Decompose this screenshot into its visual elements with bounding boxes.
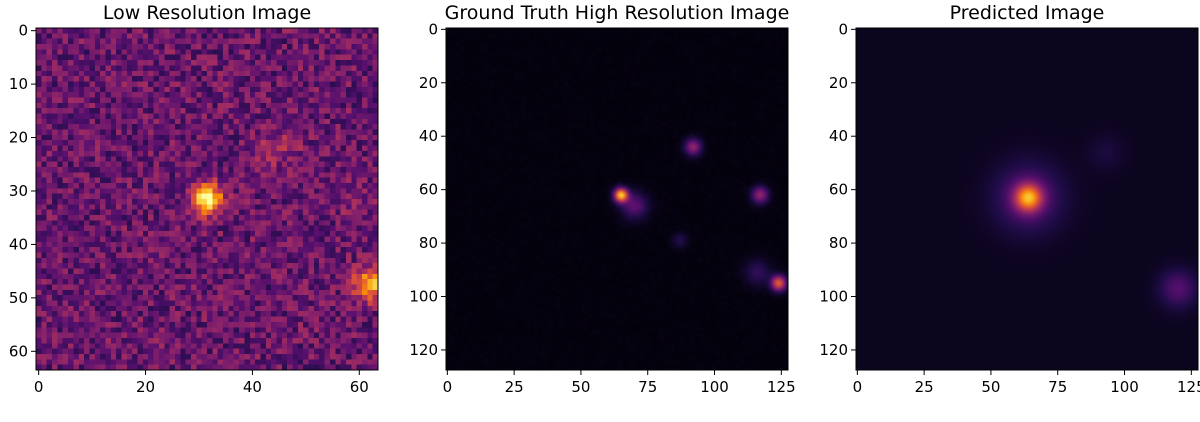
y-tick-label: 40 — [419, 127, 438, 145]
y-tick-label: 0 — [18, 22, 28, 40]
axes-frame — [35, 27, 379, 371]
x-tick-label: 0 — [443, 378, 453, 396]
axes-frame — [445, 27, 789, 371]
y-tick-label: 50 — [9, 289, 28, 307]
x-tick-label: 125 — [767, 378, 796, 396]
y-tick-label: 100 — [819, 288, 848, 306]
x-tick-label: 25 — [915, 378, 934, 396]
x-tick-label: 100 — [1110, 378, 1139, 396]
y-tick-label: 0 — [838, 20, 848, 38]
x-tick-label: 125 — [1177, 378, 1200, 396]
x-tick-label: 20 — [136, 378, 155, 396]
y-tick-label: 60 — [419, 181, 438, 199]
y-tick-label: 60 — [9, 342, 28, 360]
subplot-3: Predicted Image 0 25 50 75 100 125 0 20 40 60 80 100… — [819, 2, 1200, 396]
x-tick-label: 60 — [350, 378, 369, 396]
y-tick-label: 120 — [819, 341, 848, 359]
x-tick-label: 40 — [243, 378, 262, 396]
x-tick-label: 75 — [638, 378, 657, 396]
subplot-2: Ground Truth High Resolution Image 0 25 50 7… — [409, 2, 795, 396]
y-tick-label: 40 — [829, 127, 848, 145]
x-tick-label: 0 — [853, 378, 863, 396]
y-tick-label: 10 — [9, 75, 28, 93]
heatmap-image — [446, 28, 788, 370]
y-tick-label: 80 — [829, 234, 848, 252]
x-tick-label: 50 — [571, 378, 590, 396]
y-tick-label: 80 — [419, 234, 438, 252]
chart-title: Predicted Image — [950, 2, 1105, 24]
y-tick-label: 0 — [428, 20, 438, 38]
y-tick-label: 30 — [9, 182, 28, 200]
chart-title: Ground Truth High Resolution Image — [445, 2, 790, 24]
chart-title: Low Resolution Image — [103, 2, 311, 24]
x-tick-label: 100 — [700, 378, 729, 396]
x-tick-label: 75 — [1048, 378, 1067, 396]
subplot-1: Low Resolution Image 0 20 40 60 0 10 20 30 40 50 60 — [9, 2, 379, 396]
x-tick-label: 50 — [981, 378, 1000, 396]
y-tick-label: 100 — [409, 288, 438, 306]
x-tick-label: 0 — [34, 378, 44, 396]
heatmap-image — [856, 28, 1198, 370]
heatmap-image — [36, 28, 378, 370]
y-tick-label: 20 — [829, 74, 848, 92]
y-tick-label: 40 — [9, 235, 28, 253]
y-tick-label: 20 — [9, 129, 28, 147]
y-tick-label: 120 — [409, 341, 438, 359]
axes-frame — [855, 27, 1199, 371]
y-tick-label: 20 — [419, 74, 438, 92]
y-tick-label: 60 — [829, 181, 848, 199]
x-tick-label: 25 — [505, 378, 524, 396]
